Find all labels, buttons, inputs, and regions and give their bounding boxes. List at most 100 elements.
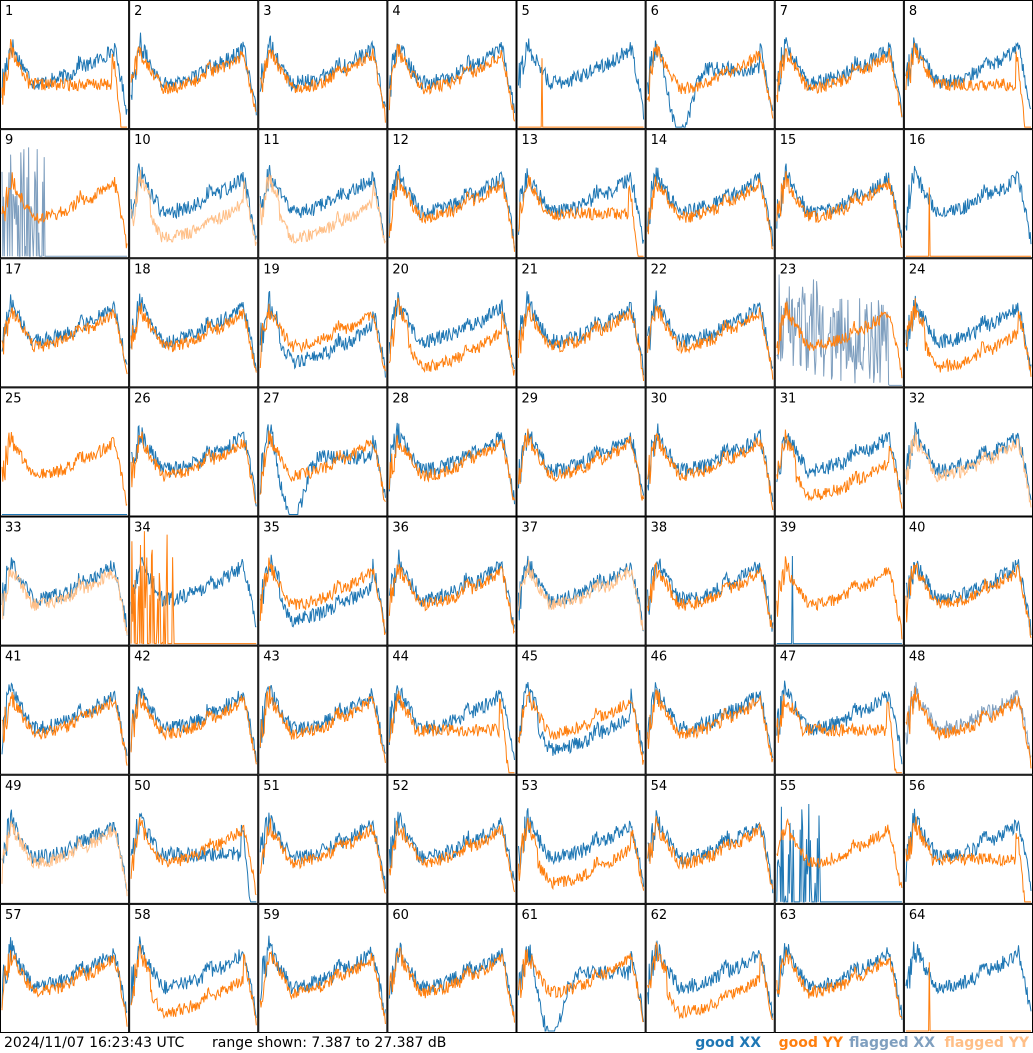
- series-yy: [130, 169, 257, 246]
- panel-4: 4: [387, 0, 517, 130]
- panel-frame: [258, 774, 388, 904]
- series-xx: [776, 943, 903, 1020]
- series-xx: [518, 429, 645, 496]
- legend-good-yy: good YY: [778, 1035, 843, 1051]
- panel-label: 30: [651, 391, 668, 406]
- panel-label: 47: [780, 650, 797, 665]
- panel-label: 13: [522, 133, 539, 148]
- series-yy: [905, 432, 1032, 508]
- panel-54: 54: [645, 774, 775, 904]
- panel-30: 30: [645, 387, 775, 517]
- series-xx: [388, 292, 515, 370]
- panel-label: 40: [909, 521, 926, 536]
- panel-frame: [645, 645, 775, 775]
- panel-44: 44: [387, 645, 517, 775]
- panel-27: 27: [258, 387, 388, 517]
- panel-59: 59: [258, 903, 388, 1033]
- panel-label: 19: [263, 262, 280, 277]
- series-yy: [130, 531, 257, 645]
- panel-frame: [645, 129, 775, 259]
- series-xx: [905, 37, 1032, 110]
- panel-label: 8: [909, 4, 917, 19]
- series-yy: [130, 45, 257, 112]
- panel-label: 50: [134, 779, 151, 794]
- series-xx: [388, 42, 515, 114]
- panel-label: 39: [780, 521, 797, 536]
- panel-frame: [774, 516, 904, 646]
- panel-label: 17: [5, 262, 22, 277]
- series-yy: [388, 435, 515, 501]
- series-yy: [518, 428, 645, 501]
- panel-label: 12: [392, 133, 409, 148]
- series-yy: [1, 691, 128, 766]
- timestamp: 2024/11/07 16:23:43 UTC: [4, 1035, 185, 1051]
- panel-50: 50: [129, 774, 259, 904]
- series-yy: [776, 817, 903, 888]
- panel-label: 48: [909, 650, 926, 665]
- series-yy: [647, 305, 774, 380]
- panel-36: 36: [387, 516, 517, 646]
- series-xx: [388, 685, 515, 761]
- panel-frame: [387, 129, 517, 259]
- series-xx: [776, 431, 903, 495]
- series-yy: [647, 941, 774, 1021]
- series-xx: [776, 555, 902, 645]
- series-yy: [518, 691, 645, 765]
- series-xx: [388, 549, 515, 630]
- panel-19: 19: [258, 258, 388, 388]
- series-xx: [776, 37, 903, 118]
- series-yy: [905, 298, 1032, 377]
- series-xx: [518, 682, 645, 756]
- series-yy: [130, 817, 257, 896]
- panel-60: 60: [387, 903, 517, 1033]
- panel-label: 5: [522, 4, 530, 19]
- series-xx: [130, 936, 257, 1018]
- panel-frame: [903, 387, 1033, 517]
- series-yy: [1, 567, 128, 636]
- panel-45: 45: [516, 645, 646, 775]
- panel-frame: [258, 516, 388, 646]
- series-yy: [259, 174, 386, 244]
- panel-label: 22: [651, 262, 668, 277]
- series-xx: [518, 168, 645, 244]
- series-yy: [259, 48, 386, 123]
- panel-46: 46: [645, 645, 775, 775]
- panel-label: 34: [134, 521, 151, 536]
- series-xx: [388, 942, 515, 1017]
- series-yy: [647, 816, 774, 890]
- series-yy: [647, 689, 774, 763]
- panel-label: 32: [909, 391, 926, 406]
- series-xx: [647, 558, 774, 632]
- panel-62: 62: [645, 903, 775, 1033]
- panel-42: 42: [129, 645, 259, 775]
- panel-label: 61: [522, 908, 539, 923]
- series-xx: [518, 555, 644, 632]
- panel-frame: [774, 0, 904, 130]
- panel-15: 15: [774, 129, 904, 259]
- panel-label: 62: [651, 908, 668, 923]
- series-xx: [647, 682, 774, 758]
- series-yy: [905, 687, 1032, 769]
- panel-1: 1: [0, 0, 130, 130]
- panel-8: 8: [903, 0, 1033, 130]
- series-xx: [1, 937, 128, 1014]
- panel-label: 45: [522, 650, 539, 665]
- panel-35: 35: [258, 516, 388, 646]
- series-yy: [259, 430, 386, 503]
- panel-40: 40: [903, 516, 1033, 646]
- panel-label: 44: [392, 650, 409, 665]
- series-yy: [518, 303, 645, 382]
- panel-28: 28: [387, 387, 517, 517]
- panel-17: 17: [0, 258, 130, 388]
- panel-6: 6: [645, 0, 775, 130]
- panel-20: 20: [387, 258, 517, 388]
- series-yy: [905, 42, 1031, 128]
- panel-label: 28: [392, 391, 409, 406]
- series-yy: [1, 307, 128, 375]
- panel-frame: [645, 516, 775, 646]
- panel-label: 9: [5, 133, 13, 148]
- series-xx: [647, 423, 774, 503]
- panel-frame: [516, 258, 646, 388]
- series-yy: [388, 690, 515, 774]
